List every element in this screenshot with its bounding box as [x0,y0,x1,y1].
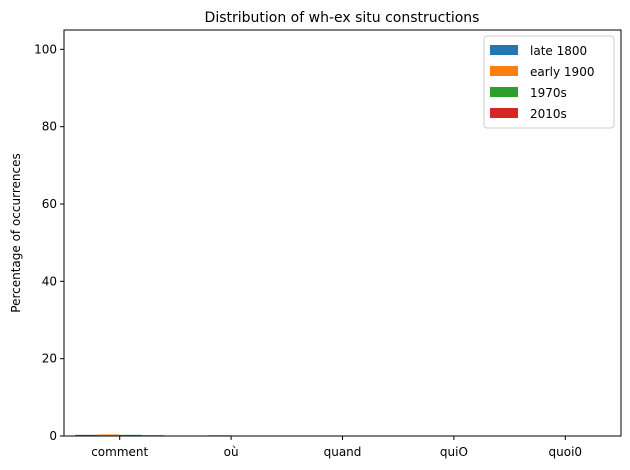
bar-1-0 [97,434,120,436]
x-tick-label: quand [324,445,362,459]
legend-swatch [490,87,518,97]
legend-swatch [490,108,518,118]
legend-label: 2010s [530,107,567,121]
bar-2-0 [119,434,142,436]
x-tick-label: où [224,445,239,459]
legend-label: late 1800 [530,44,587,58]
y-tick-label: 0 [49,429,57,443]
legend: late 1800 early 1900 1970s 2010s [483,35,615,129]
legend-swatch [490,45,518,55]
legend-label: 1970s [530,86,567,100]
y-axis: 0 20 40 60 80 100 [34,42,64,443]
y-tick-label: 60 [42,197,57,211]
x-axis: comment où quand quiO quoi0 [91,436,582,459]
y-tick-label: 80 [42,120,57,134]
y-tick-label: 20 [42,352,57,366]
chart-title: Distribution of wh-ex situ constructions [205,10,480,26]
x-tick-label: quiO [440,445,468,459]
legend-label: early 1900 [530,65,594,79]
legend-box [483,35,615,129]
x-tick-label: quoi0 [549,445,583,459]
bar-0-0 [75,434,98,436]
legend-swatch [490,66,518,76]
y-tick-label: 40 [42,274,57,288]
y-axis-label: Percentage of occurrences [9,153,23,312]
y-tick-label: 100 [34,42,57,56]
x-tick-label: comment [91,445,148,459]
